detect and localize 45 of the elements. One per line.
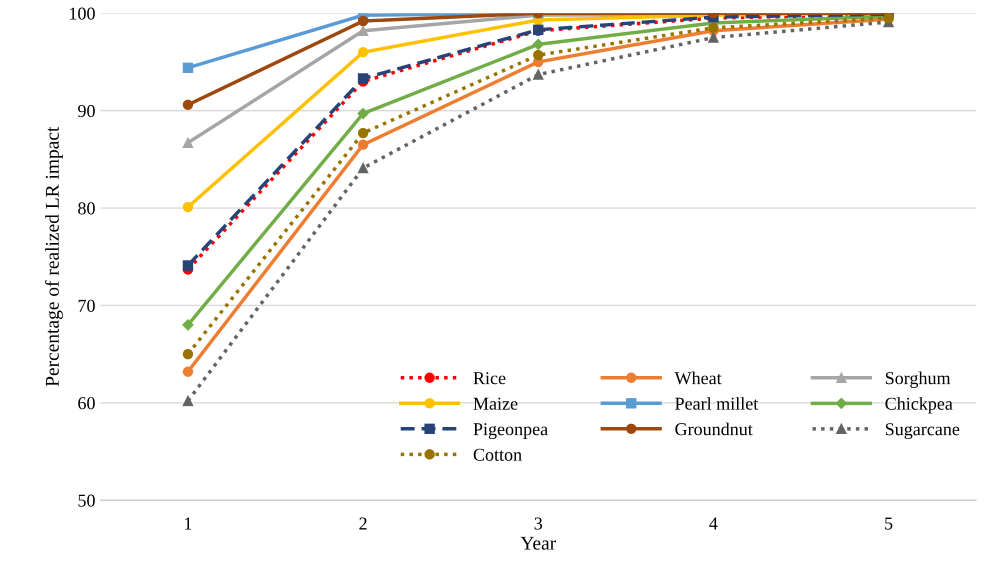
y-tick-label: 100 (70, 7, 95, 20)
legend-label: Wheat (674, 372, 722, 384)
y-tick-label: 80 (78, 202, 95, 214)
legend-label: Rice (473, 372, 506, 384)
point (182, 366, 194, 377)
y-tick-label: 70 (78, 300, 95, 312)
y-axis-title: Percentage of realized LR impact (44, 126, 63, 386)
legend-label: Sorghum (886, 372, 950, 388)
point (708, 32, 719, 43)
point (358, 16, 368, 26)
legend-label: Pigeonpea (473, 423, 548, 440)
point (358, 128, 368, 138)
point (532, 38, 544, 50)
point (357, 108, 369, 120)
point (708, 22, 719, 34)
x-tick-label: 5 (885, 518, 892, 530)
legend-label: Pearl millet (675, 397, 758, 410)
x-tick-label: 4 (709, 518, 718, 530)
legend-label: Groundnut (675, 422, 753, 436)
legend-label: Cotton (474, 448, 522, 461)
y-tick-label: 90 (78, 104, 95, 118)
point (182, 348, 194, 360)
y-tick-label: 50 (78, 494, 95, 507)
point (182, 202, 194, 212)
x-tick-label: 1 (185, 518, 192, 530)
y-tick-label: 60 (78, 397, 95, 410)
point (358, 73, 368, 84)
point (358, 46, 368, 58)
point (182, 319, 194, 331)
point (533, 50, 544, 60)
x-tick-label: 2 (359, 517, 367, 530)
legend-label: Chickpea (885, 397, 953, 414)
point (182, 396, 194, 406)
point (358, 162, 368, 174)
x-tick-label: 3 (534, 517, 542, 530)
point (358, 140, 368, 150)
point (182, 100, 194, 110)
legend-label: Sugarcane (886, 423, 960, 440)
legend-label: Maize (473, 398, 518, 410)
point (182, 138, 194, 148)
x-axis-title: Year (520, 536, 556, 550)
point (533, 69, 544, 80)
point (182, 62, 194, 73)
point (358, 26, 368, 36)
point (182, 260, 194, 271)
